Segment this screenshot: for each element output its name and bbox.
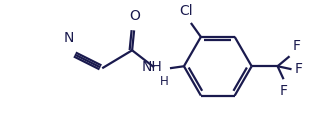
Text: NH: NH (141, 60, 162, 74)
Text: O: O (130, 9, 141, 23)
Text: N: N (63, 31, 74, 45)
Text: Cl: Cl (179, 4, 193, 18)
Text: F: F (294, 62, 303, 76)
Text: F: F (292, 39, 301, 53)
Text: H: H (160, 75, 168, 88)
Text: F: F (280, 84, 288, 98)
